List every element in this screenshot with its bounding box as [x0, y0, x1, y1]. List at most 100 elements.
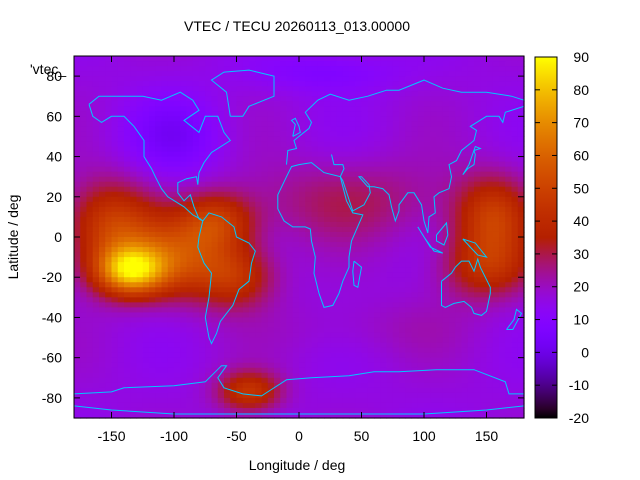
heatmap-cell [180, 387, 188, 394]
heatmap-cell [280, 196, 288, 203]
heatmap-cell [311, 111, 319, 117]
heatmap-cell [286, 116, 294, 122]
heatmap-cell [436, 111, 444, 117]
heatmap-cell [99, 247, 106, 253]
heatmap-cell [311, 327, 319, 334]
heatmap-cell [411, 282, 419, 288]
heatmap-cell [305, 146, 313, 153]
heatmap-cell [324, 146, 331, 153]
heatmap-cell [436, 282, 444, 288]
heatmap-cell [242, 307, 250, 314]
heatmap-cell [492, 71, 500, 77]
heatmap-cell [274, 402, 281, 409]
heatmap-cell [86, 357, 94, 364]
heatmap-cell [436, 362, 444, 369]
heatmap-cell [386, 297, 394, 303]
heatmap-cell [311, 322, 319, 329]
heatmap-cell [499, 357, 506, 364]
heatmap-cell [436, 226, 444, 233]
heatmap-cell [361, 337, 369, 344]
heatmap-cell [149, 151, 156, 158]
heatmap-cell [392, 151, 400, 158]
heatmap-cell [474, 342, 481, 349]
heatmap-cell [430, 332, 438, 339]
heatmap-cell [255, 342, 263, 349]
heatmap-cell [142, 101, 150, 107]
heatmap-cell [349, 352, 356, 359]
heatmap-cell [217, 342, 225, 349]
heatmap-cell [155, 347, 163, 354]
heatmap-cell [192, 61, 200, 67]
heatmap-cell [299, 196, 306, 203]
heatmap-cell [449, 191, 456, 198]
heatmap-cell [142, 262, 150, 268]
heatmap-cell [130, 257, 138, 263]
heatmap-cell [261, 146, 269, 153]
heatmap-cell [492, 267, 500, 273]
heatmap-cell [355, 332, 363, 339]
heatmap-cell [380, 71, 388, 77]
heatmap-cell [349, 277, 356, 283]
heatmap-cell [161, 287, 169, 293]
heatmap-cell [124, 267, 131, 273]
heatmap-cell [411, 237, 419, 243]
heatmap-cell [442, 111, 450, 117]
heatmap-cell [211, 377, 219, 384]
heatmap-cell [199, 262, 206, 268]
heatmap-cell [492, 186, 500, 193]
heatmap-cell [480, 166, 488, 173]
heatmap-cell [242, 121, 250, 127]
heatmap-cell [417, 272, 425, 278]
heatmap-cell [492, 372, 500, 379]
heatmap-cell [317, 176, 325, 183]
heatmap-cell [217, 322, 225, 329]
heatmap-cell [155, 307, 163, 314]
heatmap-cell [142, 277, 150, 283]
heatmap-cell [380, 121, 388, 127]
heatmap-cell [155, 206, 163, 213]
heatmap-cell [80, 131, 88, 138]
heatmap-cell [355, 176, 363, 183]
heatmap-cell [292, 412, 300, 419]
heatmap-cell [124, 76, 131, 82]
heatmap-cell [317, 216, 325, 223]
heatmap-cell [192, 76, 200, 82]
heatmap-cell [149, 272, 156, 278]
heatmap-cell [499, 237, 506, 243]
heatmap-cell [274, 392, 281, 399]
heatmap-cell [230, 267, 238, 273]
heatmap-cell [155, 397, 163, 404]
heatmap-cell [205, 237, 213, 243]
heatmap-cell [474, 61, 481, 67]
heatmap-cell [455, 86, 463, 92]
heatmap-cell [199, 352, 206, 359]
heatmap-cell [386, 312, 394, 319]
heatmap-cell [130, 116, 138, 122]
heatmap-cell [124, 186, 131, 193]
heatmap-cell [380, 357, 388, 364]
heatmap-cell [80, 337, 88, 344]
heatmap-cell [342, 116, 350, 122]
heatmap-cell [292, 407, 300, 414]
heatmap-cell [392, 282, 400, 288]
heatmap-cell [149, 347, 156, 354]
heatmap-cell [261, 292, 269, 298]
heatmap-cell [236, 186, 244, 193]
heatmap-cell [374, 181, 381, 188]
heatmap-cell [292, 277, 300, 283]
heatmap-cell [317, 106, 325, 112]
heatmap-cell [74, 66, 81, 72]
heatmap-cell [130, 332, 138, 339]
heatmap-cell [80, 317, 88, 324]
heatmap-cell [505, 126, 513, 133]
heatmap-cell [80, 252, 88, 258]
heatmap-cell [199, 111, 206, 117]
heatmap-cell [124, 191, 131, 198]
heatmap-cell [292, 126, 300, 133]
heatmap-cell [461, 292, 469, 298]
heatmap-cell [399, 262, 406, 268]
heatmap-cell [411, 136, 419, 143]
heatmap-cell [405, 337, 413, 344]
heatmap-cell [380, 96, 388, 102]
heatmap-cell [192, 111, 200, 117]
